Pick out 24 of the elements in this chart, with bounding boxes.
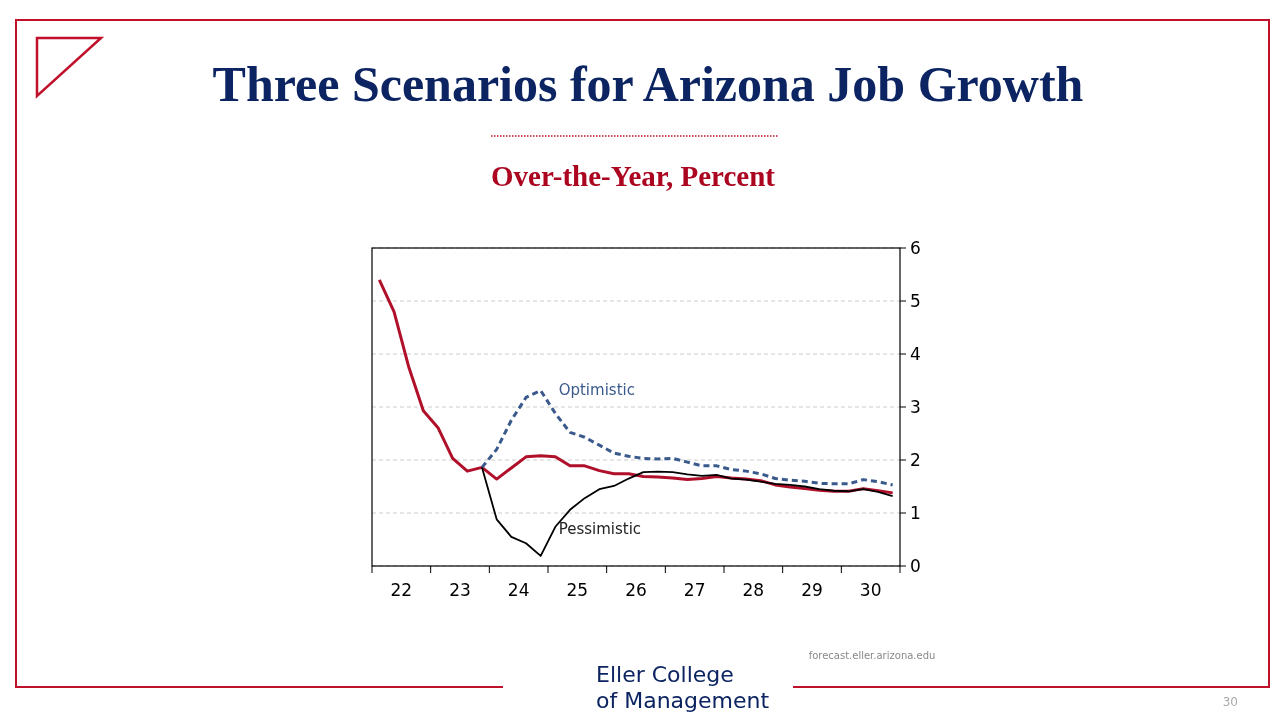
line-series bbox=[481, 466, 894, 557]
series-label: Optimistic bbox=[558, 380, 635, 399]
x-tick-label: 24 bbox=[507, 580, 530, 600]
y-tick-label: 6 bbox=[910, 238, 921, 258]
y-tick-label: 2 bbox=[910, 450, 921, 470]
chart-subtitle: Over-the-Year, Percent bbox=[491, 160, 776, 192]
x-tick-label: 22 bbox=[390, 580, 413, 600]
y-tick-label: 4 bbox=[910, 344, 921, 364]
text: 30 bbox=[1222, 695, 1238, 709]
x-tick-label: 26 bbox=[625, 580, 647, 600]
x-tick-label: 23 bbox=[449, 580, 471, 600]
y-tick-label: 0 bbox=[910, 556, 921, 576]
series-label: Pessimistic bbox=[558, 519, 642, 538]
x-tick-label: 25 bbox=[566, 580, 589, 600]
y-tick-label: 3 bbox=[910, 397, 921, 417]
x-tick-label: 27 bbox=[683, 580, 706, 600]
y-tick-label: 5 bbox=[910, 291, 921, 311]
x-tick-label: 30 bbox=[859, 580, 882, 600]
x-tick-label: 29 bbox=[801, 580, 823, 600]
chart-title: Three Scenarios for Arizona Job Growth bbox=[212, 56, 1084, 112]
text: forecast.eller.arizona.edu bbox=[808, 650, 936, 661]
x-tick-label: 28 bbox=[742, 580, 765, 600]
y-tick-label: 1 bbox=[910, 503, 921, 523]
text: Eller College of Management bbox=[596, 662, 770, 713]
